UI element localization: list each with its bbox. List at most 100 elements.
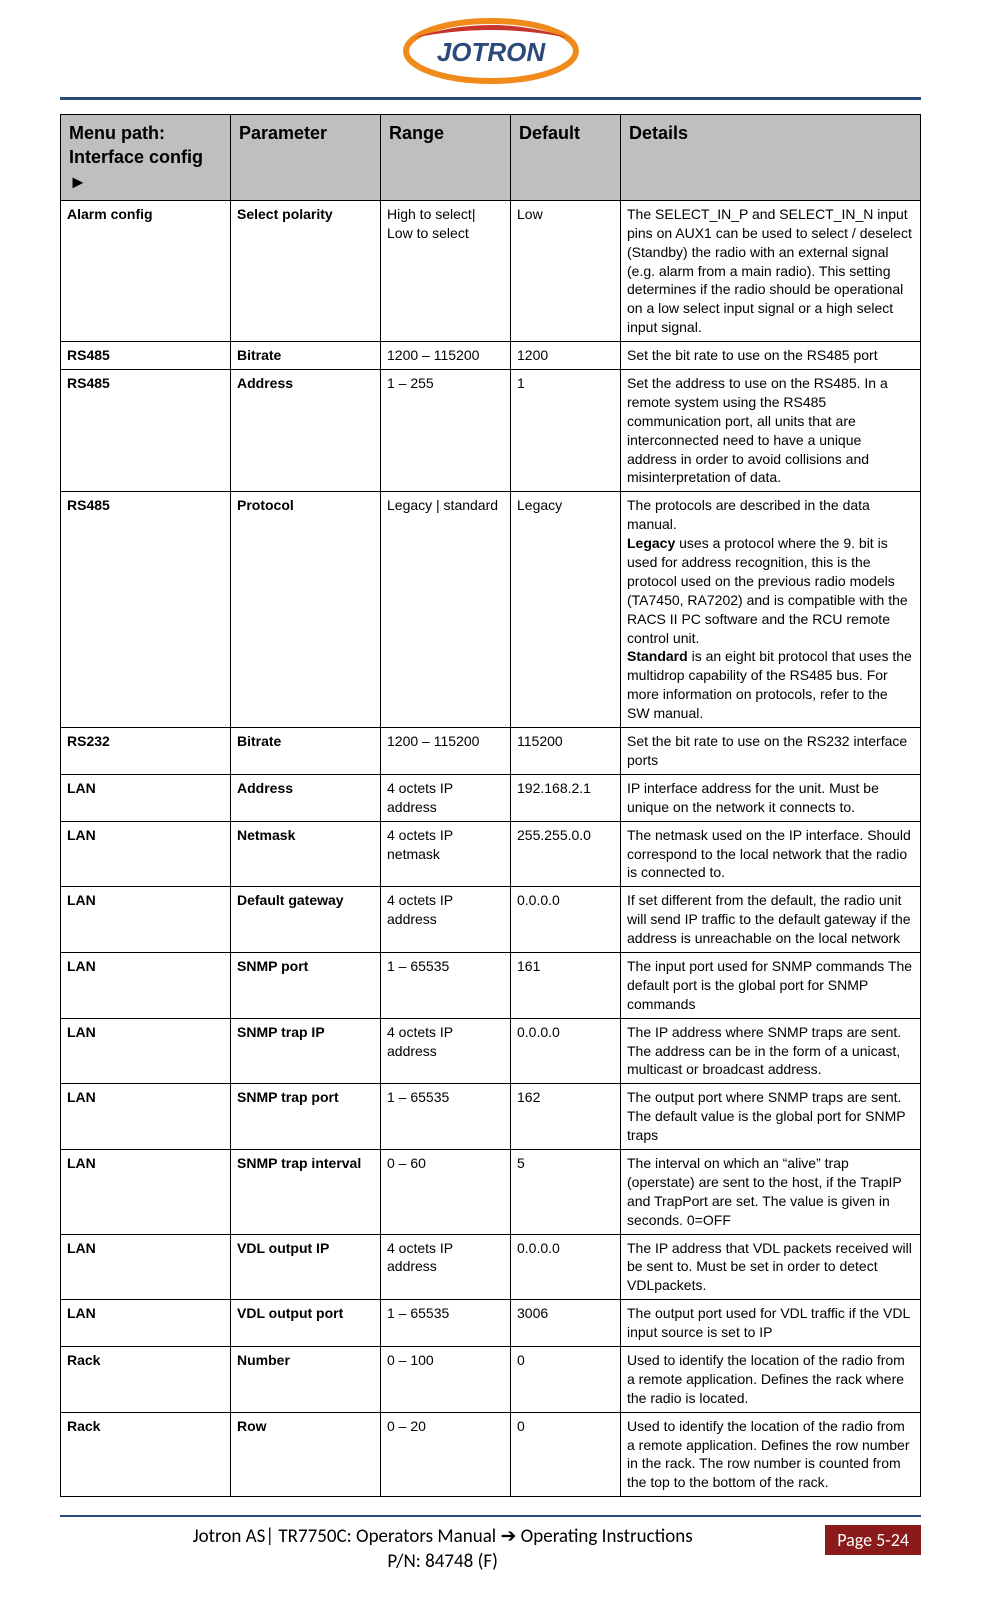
table-cell: LAN [61, 1234, 231, 1300]
table-cell: 4 octets IP address [381, 774, 511, 821]
footer: Jotron AS| TR7750C: Operators Manual ➔ O… [60, 1515, 921, 1573]
col-range: Range [381, 115, 511, 201]
table-cell-details: The IP address where SNMP traps are sent… [621, 1018, 921, 1084]
table-cell: 3006 [511, 1300, 621, 1347]
table-cell: 0.0.0.0 [511, 887, 621, 953]
table-cell: 1 – 65535 [381, 1084, 511, 1150]
table-cell: LAN [61, 887, 231, 953]
table-cell: 1200 – 115200 [381, 728, 511, 775]
table-cell: 4 octets IP address [381, 1018, 511, 1084]
table-cell: 1200 – 115200 [381, 342, 511, 370]
table-row: RS485Bitrate1200 – 1152001200Set the bit… [61, 342, 921, 370]
table-header-row: Menu path: Interface config ► Parameter … [61, 115, 921, 201]
table-cell-details: Set the address to use on the RS485. In … [621, 370, 921, 492]
table-cell: Address [231, 370, 381, 492]
table-cell-details: The netmask used on the IP interface. Sh… [621, 821, 921, 887]
table-cell: LAN [61, 1018, 231, 1084]
table-cell: LAN [61, 1300, 231, 1347]
table-row: RackRow0 – 200Used to identify the locat… [61, 1412, 921, 1497]
footer-rule [60, 1515, 921, 1517]
table-row: LANSNMP trap IP4 octets IP address0.0.0.… [61, 1018, 921, 1084]
table-cell: Row [231, 1412, 381, 1497]
table-cell: LAN [61, 1149, 231, 1234]
logo: JOTRON [60, 16, 921, 91]
table-cell: 4 octets IP netmask [381, 821, 511, 887]
top-rule [60, 97, 921, 100]
table-cell-details: Used to identify the location of the rad… [621, 1412, 921, 1497]
table-cell: 0 – 100 [381, 1346, 511, 1412]
table-cell: 115200 [511, 728, 621, 775]
table-cell: 1 [511, 370, 621, 492]
table-cell: 192.168.2.1 [511, 774, 621, 821]
table-cell: 4 octets IP address [381, 887, 511, 953]
table-cell: VDL output port [231, 1300, 381, 1347]
table-cell: Bitrate [231, 342, 381, 370]
table-row: LANVDL output IP4 octets IP address0.0.0… [61, 1234, 921, 1300]
table-row: LANSNMP trap port1 – 65535162The output … [61, 1084, 921, 1150]
col-details: Details [621, 115, 921, 201]
col-menu-path: Menu path: Interface config ► [61, 115, 231, 201]
table-cell-details: Used to identify the location of the rad… [621, 1346, 921, 1412]
table-cell: RS485 [61, 342, 231, 370]
table-cell: 1 – 65535 [381, 952, 511, 1018]
table-cell-details: The IP address that VDL packets received… [621, 1234, 921, 1300]
col-parameter: Parameter [231, 115, 381, 201]
config-table: Menu path: Interface config ► Parameter … [60, 114, 921, 1497]
table-row: RS485Address1 – 2551Set the address to u… [61, 370, 921, 492]
table-cell: 0.0.0.0 [511, 1234, 621, 1300]
table-cell: 1 – 255 [381, 370, 511, 492]
table-row: LANSNMP port1 – 65535161The input port u… [61, 952, 921, 1018]
table-cell: LAN [61, 952, 231, 1018]
table-cell: 0 – 20 [381, 1412, 511, 1497]
table-cell: LAN [61, 1084, 231, 1150]
table-cell-details: The interval on which an “alive” trap (o… [621, 1149, 921, 1234]
table-row: LANVDL output port1 – 655353006The outpu… [61, 1300, 921, 1347]
table-cell: 161 [511, 952, 621, 1018]
table-cell-details: The protocols are described in the data … [621, 492, 921, 728]
table-cell-details: The SELECT_IN_P and SELECT_IN_N input pi… [621, 200, 921, 341]
table-row: LANDefault gateway4 octets IP address0.0… [61, 887, 921, 953]
table-cell: SNMP trap port [231, 1084, 381, 1150]
table-row: Alarm configSelect polarityHigh to selec… [61, 200, 921, 341]
table-cell-details: If set different from the default, the r… [621, 887, 921, 953]
table-cell: 4 octets IP address [381, 1234, 511, 1300]
table-cell: 162 [511, 1084, 621, 1150]
table-cell-details: The output port used for VDL traffic if … [621, 1300, 921, 1347]
col-default: Default [511, 115, 621, 201]
table-cell: SNMP trap IP [231, 1018, 381, 1084]
page-number-badge: Page 5-24 [825, 1525, 921, 1555]
table-cell: SNMP trap interval [231, 1149, 381, 1234]
table-row: LANSNMP trap interval0 – 605The interval… [61, 1149, 921, 1234]
table-cell: 255.255.0.0 [511, 821, 621, 887]
footer-text: Jotron AS| TR7750C: Operators Manual ➔ O… [60, 1525, 825, 1573]
table-row: RS485ProtocolLegacy | standardLegacyThe … [61, 492, 921, 728]
table-cell: Legacy | standard [381, 492, 511, 728]
table-cell-details: The input port used for SNMP commands Th… [621, 952, 921, 1018]
table-row: RS232Bitrate1200 – 115200115200Set the b… [61, 728, 921, 775]
table-cell: 1 – 65535 [381, 1300, 511, 1347]
table-cell: LAN [61, 821, 231, 887]
table-cell: RS485 [61, 492, 231, 728]
table-cell: 0 [511, 1412, 621, 1497]
table-cell: Alarm config [61, 200, 231, 341]
table-cell: 5 [511, 1149, 621, 1234]
table-cell: 1200 [511, 342, 621, 370]
table-cell: RS485 [61, 370, 231, 492]
table-cell: VDL output IP [231, 1234, 381, 1300]
table-cell: Legacy [511, 492, 621, 728]
table-cell: 0.0.0.0 [511, 1018, 621, 1084]
table-cell: 0 – 60 [381, 1149, 511, 1234]
table-row: LANNetmask4 octets IP netmask255.255.0.0… [61, 821, 921, 887]
table-cell: RS232 [61, 728, 231, 775]
table-cell: Bitrate [231, 728, 381, 775]
table-cell: Default gateway [231, 887, 381, 953]
table-cell: Low [511, 200, 621, 341]
table-cell: Number [231, 1346, 381, 1412]
table-row: LANAddress4 octets IP address192.168.2.1… [61, 774, 921, 821]
table-cell-details: Set the bit rate to use on the RS232 int… [621, 728, 921, 775]
table-cell-details: The output port where SNMP traps are sen… [621, 1084, 921, 1150]
table-cell: 0 [511, 1346, 621, 1412]
table-cell: LAN [61, 774, 231, 821]
table-cell: Protocol [231, 492, 381, 728]
table-row: RackNumber0 – 1000Used to identify the l… [61, 1346, 921, 1412]
